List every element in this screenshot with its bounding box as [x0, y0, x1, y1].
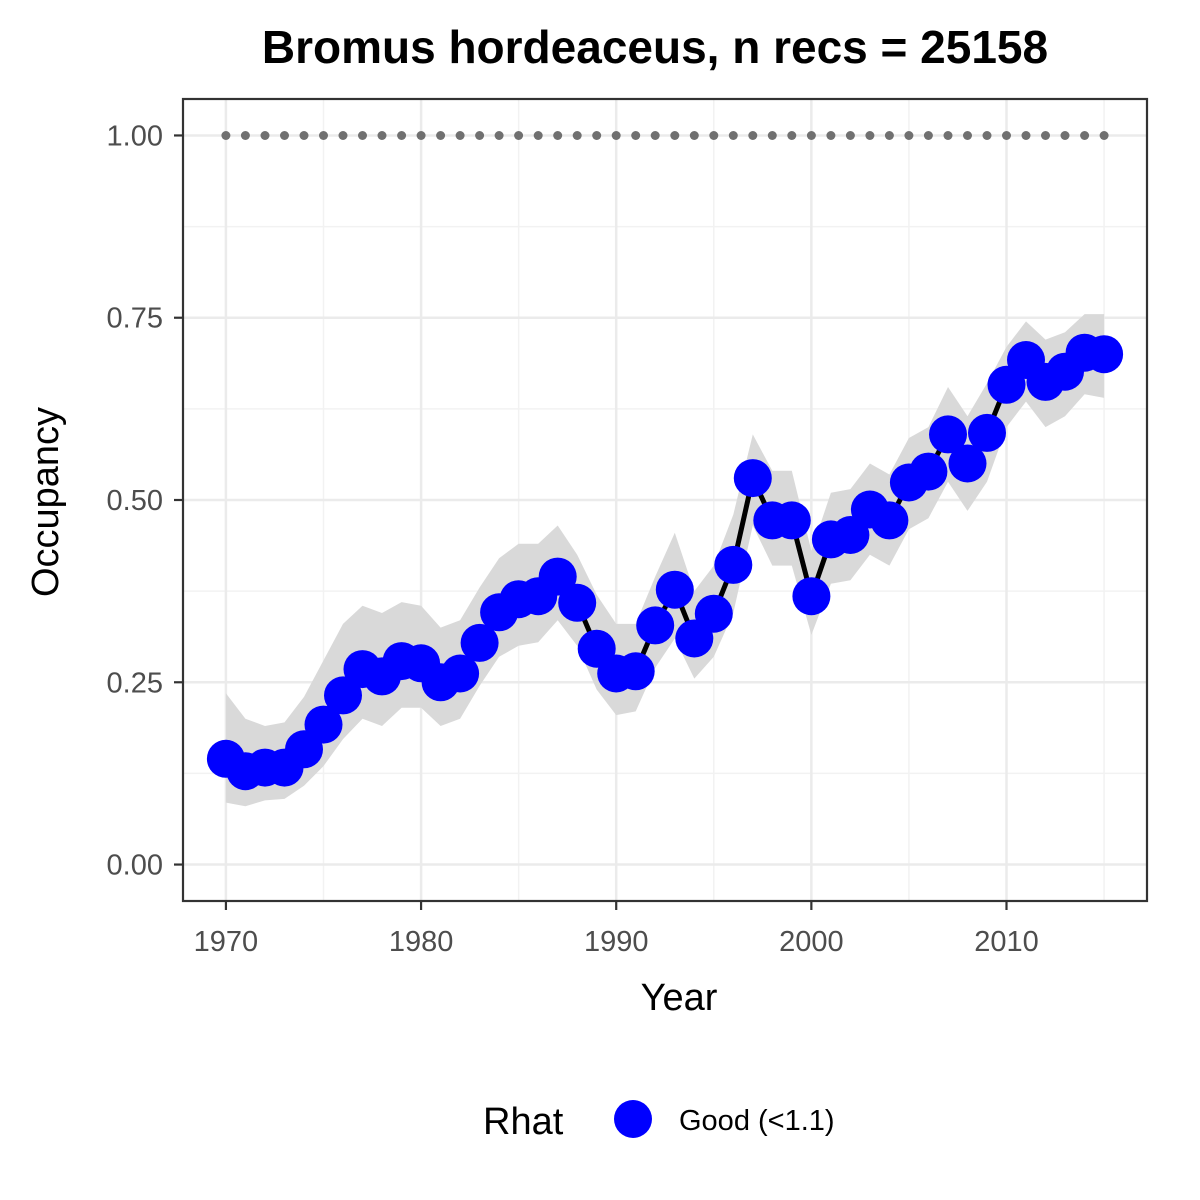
occupancy-point [968, 413, 1006, 452]
y-axis-ticks: 0.00 0.25 0.50 0.75 1.00 [107, 120, 183, 882]
y-axis-title: Occupancy [25, 407, 67, 597]
reference-point [767, 131, 777, 140]
reference-point [553, 131, 563, 140]
reference-point [319, 131, 328, 140]
legend: Rhat Good (<1.1) [483, 1100, 835, 1143]
reference-point [299, 131, 309, 140]
reference-point [1080, 131, 1090, 140]
occupancy-point [1085, 335, 1124, 374]
reference-point [1041, 131, 1050, 140]
x-tick-label: 2010 [974, 926, 1039, 958]
reference-point [280, 131, 289, 140]
reference-point [943, 131, 953, 140]
reference-point [455, 131, 465, 140]
points-layer [206, 333, 1124, 791]
y-tick-label: 0.25 [107, 667, 163, 699]
occupancy-point [538, 557, 577, 596]
reference-point [728, 131, 738, 140]
y-tick-label: 0.75 [107, 303, 163, 335]
occupancy-point [441, 654, 480, 693]
y-tick-label: 0.00 [107, 850, 163, 882]
reference-point [416, 131, 426, 140]
occupancy-point [714, 545, 753, 584]
reference-point [845, 131, 855, 140]
reference-point [884, 131, 894, 140]
reference-point [572, 131, 582, 140]
reference-point [1021, 131, 1031, 140]
occupancy-point [733, 459, 772, 498]
reference-point [260, 131, 270, 140]
legend-key-good [614, 1100, 652, 1138]
legend-title: Rhat [483, 1101, 564, 1143]
reference-point [533, 131, 543, 140]
reference-layer [221, 131, 1109, 140]
reference-point [338, 131, 348, 140]
x-axis-ticks: 1970 1980 1990 2000 2010 [194, 901, 1039, 958]
reference-point [592, 131, 602, 140]
reference-point [221, 131, 231, 140]
occupancy-point [616, 652, 655, 691]
occupancy-point [324, 676, 362, 715]
occupancy-point [558, 583, 597, 622]
occupancy-point [948, 444, 987, 483]
reference-point [963, 131, 972, 140]
reference-point [358, 131, 367, 140]
y-tick-label: 0.50 [107, 485, 163, 517]
reference-point [923, 131, 933, 140]
reference-point [240, 131, 250, 140]
reference-point [514, 131, 524, 140]
occupancy-point [870, 501, 909, 540]
occupancy-point [909, 452, 948, 491]
occupancy-point [772, 501, 811, 540]
reference-point [982, 131, 992, 140]
occupancy-point [929, 415, 967, 454]
reference-point [748, 131, 758, 140]
reference-point [631, 131, 641, 140]
reference-point [826, 131, 836, 140]
reference-point [436, 131, 446, 140]
reference-point [670, 131, 680, 140]
reference-point [1099, 131, 1109, 140]
x-axis-title: Year [641, 977, 718, 1019]
reference-point [865, 131, 875, 140]
occupancy-point [792, 577, 831, 616]
reference-point [377, 131, 387, 140]
reference-point [494, 131, 504, 140]
reference-point [806, 131, 816, 140]
reference-point [1002, 131, 1011, 140]
occupancy-point [694, 594, 733, 633]
reference-point [709, 131, 719, 140]
x-tick-label: 1980 [389, 926, 454, 958]
reference-point [611, 131, 621, 140]
reference-point [904, 131, 914, 140]
x-tick-label: 1990 [584, 926, 649, 958]
x-tick-label: 1970 [194, 926, 259, 958]
reference-point [1060, 131, 1070, 140]
y-tick-label: 1.00 [107, 120, 163, 152]
legend-label-good: Good (<1.1) [679, 1105, 835, 1137]
chart-title: Bromus hordeaceus, n recs = 25158 [262, 21, 1048, 73]
occupancy-point [304, 705, 343, 744]
occupancy-point [636, 606, 675, 645]
occupancy-point [655, 570, 694, 609]
reference-point [397, 131, 407, 140]
reference-point [689, 131, 699, 140]
reference-point [787, 131, 797, 140]
reference-point [650, 131, 660, 140]
x-tick-label: 2000 [779, 926, 844, 958]
occupancy-point [460, 623, 499, 662]
reference-point [475, 131, 485, 140]
